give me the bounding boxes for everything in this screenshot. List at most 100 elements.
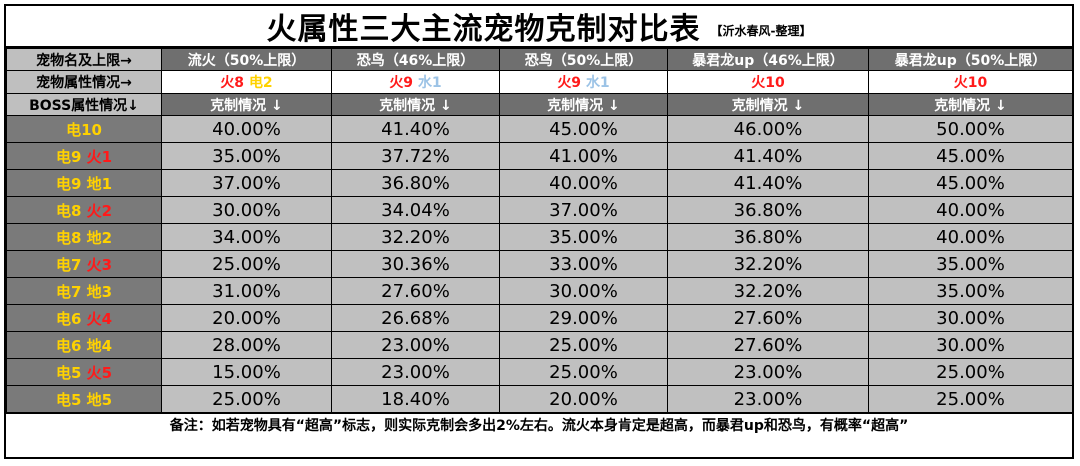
restraint-value-cell: 30.36% xyxy=(331,250,500,278)
boss-attribute-cell: 电9 火1 xyxy=(6,142,162,170)
boss-attribute-cell: 电6 地4 xyxy=(6,331,162,359)
attribute-segment: 地3 xyxy=(86,282,113,301)
restraint-value-cell: 30.00% xyxy=(868,304,1073,332)
attribute-segment: 地2 xyxy=(86,228,113,247)
restraint-value-cell: 40.00% xyxy=(499,169,668,197)
attribute-segment: 地1 xyxy=(86,174,113,193)
restraint-value-cell: 27.60% xyxy=(667,304,869,332)
boss-attribute-header-row: BOSS属性情况↓ 克制情况 ↓ 克制情况 ↓ 克制情况 ↓ 克制情况 ↓ 克制… xyxy=(6,93,1073,116)
table-row: 电6 火4 20.00% 26.68% 29.00% 27.60% 30.00% xyxy=(6,304,1073,332)
pet-attribute-row: 宠物属性情况→ 火8 电2 火9 水1 火9 水1 火10 火10 xyxy=(6,70,1073,94)
boss-attribute-cell: 电6 火4 xyxy=(6,304,162,332)
restraint-value-cell: 45.00% xyxy=(868,142,1073,170)
restraint-value-cell: 25.00% xyxy=(161,385,332,413)
comparison-sheet: 火属性三大主流宠物克制对比表 【沂水春风-整理】 宠物名及上限→ 流火（50%上… xyxy=(4,4,1074,459)
restraint-value-cell: 35.00% xyxy=(868,277,1073,305)
pet-name-row-header: 宠物名及上限→ xyxy=(6,48,162,71)
pet-name-cell: 暴君龙up（46%上限） xyxy=(667,48,869,71)
table-row: 电8 火2 30.00% 34.04% 37.00% 36.80% 40.00% xyxy=(6,196,1073,224)
restraint-value-cell: 30.00% xyxy=(161,196,332,224)
restraint-value-cell: 41.40% xyxy=(331,115,500,143)
pet-attribute-cell: 火10 xyxy=(667,70,869,94)
attribute-segment: 电7 xyxy=(55,282,87,301)
restraint-value-cell: 41.40% xyxy=(667,142,869,170)
restraint-value-cell: 37.00% xyxy=(161,169,332,197)
pet-name-row: 宠物名及上限→ 流火（50%上限） 恐鸟（46%上限） 恐鸟（50%上限） 暴君… xyxy=(6,48,1073,71)
attribute-segment: 电6 xyxy=(55,336,87,355)
pet-name-cell: 恐鸟（50%上限） xyxy=(499,48,668,71)
restraint-value-cell: 25.00% xyxy=(868,358,1073,386)
footnote: 备注：如若宠物具有“超高”标志，则实际克制会多出2%左右。流火本身肯定是超高，而… xyxy=(6,413,1072,436)
page-title: 火属性三大主流宠物克制对比表 xyxy=(266,12,701,47)
attribute-segment: 地4 xyxy=(86,336,113,355)
restraint-table: 宠物名及上限→ 流火（50%上限） 恐鸟（46%上限） 恐鸟（50%上限） 暴君… xyxy=(6,48,1073,413)
attribute-segment: 火5 xyxy=(86,363,113,382)
restraint-value-cell: 23.00% xyxy=(331,331,500,359)
attribute-segment: 电6 xyxy=(55,309,87,328)
table-row: 电9 火1 35.00% 37.72% 41.00% 41.40% 45.00% xyxy=(6,142,1073,170)
attribute-segment: 电9 xyxy=(55,147,87,166)
pet-attribute-cell: 火10 xyxy=(868,70,1073,94)
attribute-segment: 火10 xyxy=(751,75,785,91)
restraint-value-cell: 45.00% xyxy=(499,115,668,143)
restraint-value-cell: 35.00% xyxy=(499,223,668,251)
restraint-value-cell: 23.00% xyxy=(331,358,500,386)
restraint-value-cell: 37.00% xyxy=(499,196,668,224)
restraint-value-cell: 34.04% xyxy=(331,196,500,224)
attribute-segment: 电7 xyxy=(55,255,87,274)
boss-attribute-cell: 电8 火2 xyxy=(6,196,162,224)
restraint-value-cell: 41.40% xyxy=(667,169,869,197)
pet-attribute-cell: 火8 电2 xyxy=(161,70,332,94)
restraint-value-cell: 20.00% xyxy=(161,304,332,332)
table-row: 电5 火5 15.00% 23.00% 25.00% 23.00% 25.00% xyxy=(6,358,1073,386)
attribute-segment: 水1 xyxy=(585,75,610,91)
restraint-value-cell: 29.00% xyxy=(499,304,668,332)
attribute-segment: 电8 xyxy=(55,201,87,220)
boss-attribute-cell: 电9 地1 xyxy=(6,169,162,197)
author-credit: 【沂水春风-整理】 xyxy=(710,23,812,38)
boss-attribute-cell: 电7 火3 xyxy=(6,250,162,278)
attribute-segment: 电9 xyxy=(55,174,87,193)
restraint-value-cell: 27.60% xyxy=(667,331,869,359)
attribute-segment: 电8 xyxy=(55,228,87,247)
pet-name-cell: 暴君龙up（50%上限） xyxy=(868,48,1073,71)
table-row: 电7 地3 31.00% 27.60% 30.00% 32.20% 35.00% xyxy=(6,277,1073,305)
title-bar: 火属性三大主流宠物克制对比表 【沂水春风-整理】 xyxy=(6,6,1072,48)
restraint-value-cell: 36.80% xyxy=(667,196,869,224)
boss-attribute-cell: 电7 地3 xyxy=(6,277,162,305)
table-row: 电5 地5 25.00% 18.40% 20.00% 23.00% 25.00% xyxy=(6,385,1073,413)
pet-attribute-cell: 火9 水1 xyxy=(499,70,668,94)
restraint-value-cell: 28.00% xyxy=(161,331,332,359)
table-row: 电6 地4 28.00% 23.00% 25.00% 27.60% 30.00% xyxy=(6,331,1073,359)
pet-attribute-cell: 火9 水1 xyxy=(331,70,500,94)
restraint-value-cell: 18.40% xyxy=(331,385,500,413)
attribute-segment: 火1 xyxy=(86,147,113,166)
restraint-value-cell: 31.00% xyxy=(161,277,332,305)
restraint-value-cell: 32.20% xyxy=(667,250,869,278)
restraint-value-cell: 32.20% xyxy=(667,277,869,305)
restraint-value-cell: 34.00% xyxy=(161,223,332,251)
attribute-segment: 火9 xyxy=(389,75,414,91)
attribute-segment: 火8 xyxy=(220,75,245,91)
attribute-segment: 电2 xyxy=(248,75,273,91)
attribute-segment: 水1 xyxy=(417,75,442,91)
restraint-value-cell: 50.00% xyxy=(868,115,1073,143)
attribute-segment: 火2 xyxy=(86,201,113,220)
restraint-value-cell: 30.00% xyxy=(868,331,1073,359)
restraint-value-cell: 35.00% xyxy=(868,250,1073,278)
attribute-segment: 火10 xyxy=(953,75,988,91)
restraint-value-cell: 26.68% xyxy=(331,304,500,332)
restraint-value-cell: 32.20% xyxy=(331,223,500,251)
restraint-label: 克制情况 ↓ xyxy=(868,93,1073,116)
boss-attribute-cell: 电5 地5 xyxy=(6,385,162,413)
restraint-value-cell: 25.00% xyxy=(499,331,668,359)
boss-attribute-cell: 电5 火5 xyxy=(6,358,162,386)
restraint-value-cell: 41.00% xyxy=(499,142,668,170)
pet-name-cell: 流火（50%上限） xyxy=(161,48,332,71)
restraint-value-cell: 40.00% xyxy=(868,223,1073,251)
restraint-value-cell: 45.00% xyxy=(868,169,1073,197)
attribute-segment: 电10 xyxy=(66,120,102,139)
restraint-label: 克制情况 ↓ xyxy=(331,93,500,116)
restraint-value-cell: 40.00% xyxy=(161,115,332,143)
restraint-value-cell: 20.00% xyxy=(499,385,668,413)
